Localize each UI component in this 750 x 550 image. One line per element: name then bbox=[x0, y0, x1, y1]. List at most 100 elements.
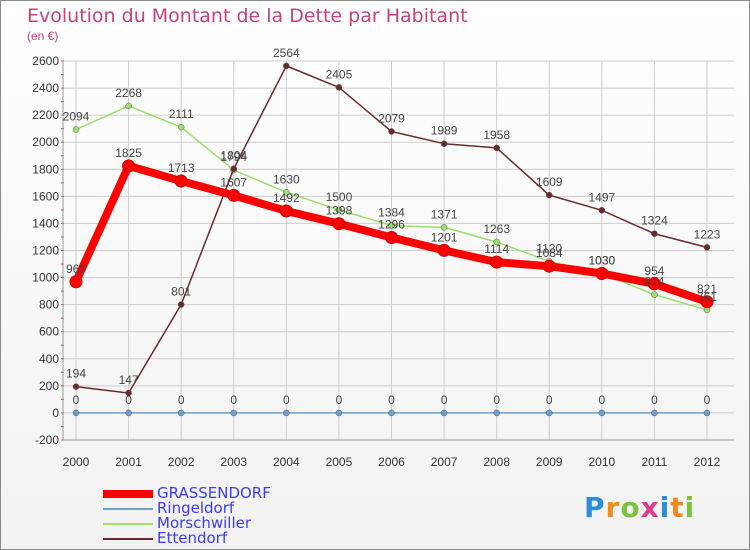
y-tick-label: 400 bbox=[39, 352, 59, 366]
y-tick-label: 200 bbox=[39, 379, 59, 393]
data-label-ringeldorf: 0 bbox=[336, 393, 343, 407]
logo-letter: r bbox=[605, 491, 621, 524]
data-label-ringeldorf: 0 bbox=[283, 393, 290, 407]
data-label-morschwiller: 1120 bbox=[536, 241, 562, 255]
data-point-grassendorf bbox=[279, 204, 293, 218]
logo-letter: o bbox=[620, 491, 641, 524]
data-point-morschwiller bbox=[125, 102, 132, 110]
data-point-grassendorf bbox=[174, 174, 188, 188]
logo-letter: t bbox=[670, 491, 685, 524]
x-tick-label: 2006 bbox=[378, 455, 405, 469]
data-point-morschwiller bbox=[493, 238, 500, 246]
data-point-ettendorf bbox=[546, 191, 553, 199]
x-tick-label: 2000 bbox=[63, 455, 90, 469]
legend-swatch-ettendorf bbox=[103, 538, 153, 540]
data-label-ringeldorf: 0 bbox=[125, 393, 132, 407]
data-label-ringeldorf: 0 bbox=[704, 393, 711, 407]
data-point-grassendorf bbox=[332, 217, 346, 231]
data-point-ringeldorf bbox=[230, 409, 237, 417]
logo-letter: x bbox=[640, 491, 660, 524]
x-tick-label: 2003 bbox=[220, 455, 247, 469]
data-point-ettendorf bbox=[703, 244, 711, 251]
data-label-morschwiller: 1030 bbox=[588, 254, 615, 268]
data-label-ettendorf: 1804 bbox=[220, 149, 247, 163]
y-tick-label: 1000 bbox=[32, 271, 59, 285]
data-label-grassendorf: 1607 bbox=[220, 175, 247, 189]
data-label-morschwiller: 1630 bbox=[273, 172, 300, 186]
data-point-ettendorf bbox=[335, 84, 343, 91]
data-label-ettendorf: 1989 bbox=[431, 124, 458, 138]
y-tick-label: 800 bbox=[39, 298, 59, 312]
data-label-ringeldorf: 0 bbox=[178, 393, 185, 407]
x-tick-label: 2009 bbox=[536, 455, 563, 469]
x-tick-label: 2002 bbox=[168, 455, 195, 469]
data-label-ettendorf: 1497 bbox=[588, 190, 615, 204]
y-tick-label: -200 bbox=[35, 433, 59, 447]
data-label-ettendorf: 801 bbox=[171, 285, 191, 299]
data-point-morschwiller bbox=[177, 123, 185, 131]
y-tick-label: 2400 bbox=[32, 81, 59, 95]
data-point-ettendorf bbox=[651, 230, 658, 237]
data-point-grassendorf bbox=[122, 159, 136, 173]
y-tick-label: 1400 bbox=[32, 216, 59, 230]
data-point-ringeldorf bbox=[177, 409, 185, 417]
data-point-grassendorf bbox=[595, 267, 609, 281]
data-label-grassendorf: 1825 bbox=[115, 146, 142, 160]
data-label-morschwiller: 1384 bbox=[378, 206, 405, 220]
data-label-ringeldorf: 0 bbox=[388, 393, 395, 407]
data-point-grassendorf bbox=[385, 231, 398, 245]
data-label-ringeldorf: 0 bbox=[598, 393, 605, 407]
y-tick-label: 0 bbox=[52, 406, 59, 420]
legend-swatch-grassendorf bbox=[103, 490, 153, 498]
legend-label-grassendorf: GRASSENDORF bbox=[157, 484, 271, 502]
logo-letter: i bbox=[659, 491, 671, 524]
data-point-grassendorf bbox=[69, 275, 83, 289]
data-point-ringeldorf bbox=[546, 409, 553, 417]
data-label-grassendorf: 821 bbox=[697, 282, 717, 296]
data-label-grassendorf: 1201 bbox=[431, 230, 458, 244]
data-label-morschwiller: 1263 bbox=[483, 222, 510, 236]
data-label-ettendorf: 147 bbox=[119, 373, 139, 387]
legend-swatch-morschwiller bbox=[103, 523, 153, 525]
data-label-grassendorf: 1713 bbox=[168, 161, 195, 175]
data-label-ettendorf: 1958 bbox=[483, 128, 510, 142]
y-tick-label: 1600 bbox=[32, 189, 59, 203]
y-tick-label: 2600 bbox=[32, 54, 59, 68]
data-point-morschwiller bbox=[388, 222, 395, 229]
data-point-ringeldorf bbox=[703, 409, 711, 417]
data-point-grassendorf bbox=[490, 255, 504, 269]
y-tick-label: 2000 bbox=[32, 135, 59, 149]
data-point-morschwiller bbox=[335, 206, 343, 214]
data-label-morschwiller: 761 bbox=[697, 290, 717, 304]
data-label-morschwiller: 874 bbox=[644, 275, 664, 289]
data-point-grassendorf bbox=[437, 243, 451, 257]
data-label-ettendorf: 2564 bbox=[273, 46, 300, 60]
y-tick-label: 600 bbox=[39, 325, 59, 339]
y-tick-label: 1800 bbox=[32, 162, 59, 176]
data-point-ringeldorf bbox=[388, 409, 395, 417]
data-label-morschwiller: 1371 bbox=[431, 207, 458, 221]
data-point-ringeldorf bbox=[125, 409, 132, 417]
data-label-grassendorf: 1084 bbox=[536, 246, 563, 260]
x-tick-label: 2010 bbox=[588, 455, 615, 469]
data-label-morschwiller: 1500 bbox=[326, 190, 353, 204]
data-label-grassendorf: 1492 bbox=[273, 191, 300, 205]
unit-label: (en €) bbox=[27, 29, 59, 43]
data-point-ringeldorf bbox=[440, 409, 448, 417]
data-point-ettendorf bbox=[440, 140, 448, 147]
data-point-morschwiller bbox=[651, 291, 658, 298]
data-label-grassendorf: 1398 bbox=[326, 204, 353, 218]
data-label-grassendorf: 969 bbox=[66, 262, 86, 276]
logo-letter: P bbox=[584, 491, 606, 524]
data-label-morschwiller: 1794 bbox=[220, 150, 247, 164]
data-point-ettendorf bbox=[388, 128, 395, 135]
data-label-grassendorf: 1030 bbox=[588, 254, 615, 268]
y-tick-label: 1200 bbox=[32, 244, 59, 258]
chart-title: Evolution du Montant de la Dette par Hab… bbox=[27, 5, 468, 27]
data-point-ringeldorf bbox=[72, 409, 80, 417]
data-point-ettendorf bbox=[598, 207, 606, 214]
x-tick-label: 2005 bbox=[326, 455, 353, 469]
data-label-ringeldorf: 0 bbox=[441, 393, 448, 407]
